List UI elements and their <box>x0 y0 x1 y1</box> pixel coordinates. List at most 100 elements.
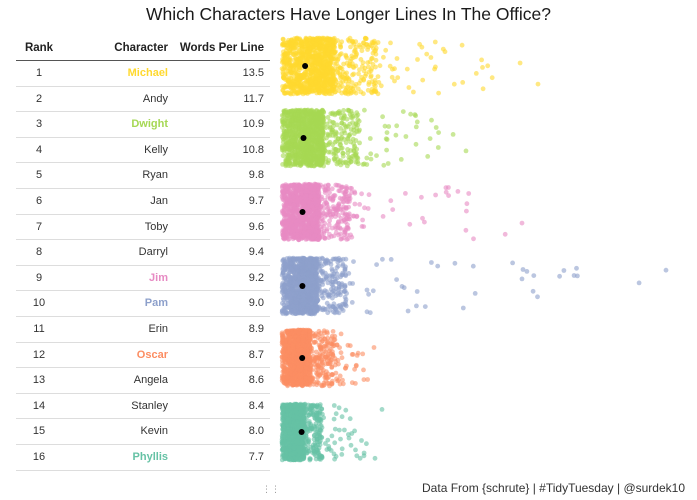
rank-cell: 15 <box>32 425 46 438</box>
data-point <box>314 131 320 137</box>
data-point <box>380 214 386 219</box>
data-point <box>636 280 642 286</box>
data-point <box>343 303 349 309</box>
data-point <box>325 132 331 138</box>
data-point <box>319 270 325 275</box>
data-point <box>339 185 345 191</box>
data-point <box>294 90 300 95</box>
table-row: 11 Erin 8.9 <box>16 317 270 343</box>
data-point <box>307 46 313 51</box>
data-point <box>347 281 353 286</box>
data-point <box>298 298 304 304</box>
data-point <box>436 90 441 96</box>
data-point <box>303 40 309 46</box>
character-cell: Dwight <box>131 118 168 131</box>
data-point <box>414 289 420 294</box>
character-cell: Toby <box>144 220 168 233</box>
data-point <box>464 208 469 214</box>
data-point <box>361 224 367 230</box>
data-point <box>368 156 374 162</box>
data-point <box>349 190 354 196</box>
data-point <box>302 265 308 270</box>
data-point <box>524 269 530 274</box>
data-point <box>319 160 325 165</box>
data-point <box>327 60 333 66</box>
data-point <box>339 236 344 242</box>
data-point <box>336 263 341 269</box>
data-point <box>324 43 329 49</box>
data-point <box>285 267 291 273</box>
data-point <box>308 185 314 191</box>
data-point <box>309 73 314 78</box>
data-point <box>459 42 465 48</box>
data-point <box>463 148 469 154</box>
data-point <box>344 75 350 80</box>
data-point <box>435 263 441 269</box>
data-point <box>367 136 373 141</box>
data-point <box>283 109 288 115</box>
data-point <box>309 84 315 89</box>
data-point <box>285 45 291 51</box>
data-point <box>384 130 390 135</box>
data-point <box>344 212 350 218</box>
data-point <box>337 65 343 71</box>
words-cell: 10.9 <box>242 118 264 131</box>
data-point <box>353 44 359 50</box>
data-point <box>337 159 343 165</box>
data-point <box>361 77 367 83</box>
data-point <box>305 49 311 55</box>
data-point <box>293 160 298 166</box>
data-point <box>313 117 319 122</box>
data-point <box>531 273 537 278</box>
table-row: 3 Dwight 10.9 <box>16 112 270 138</box>
data-point <box>330 211 336 217</box>
table-row: 6 Jan 9.7 <box>16 189 270 215</box>
data-point <box>389 74 395 80</box>
data-point <box>345 37 351 43</box>
data-point <box>319 146 324 152</box>
data-point <box>353 52 359 58</box>
data-point <box>288 145 294 151</box>
data-point <box>289 214 295 220</box>
table-body: 1 Michael 13.5 2 Andy 11.7 3 Dwight 10.9 4 Kelly 10… <box>16 61 270 471</box>
data-point <box>353 39 359 44</box>
data-point <box>344 291 349 296</box>
data-point <box>292 69 297 75</box>
data-point <box>357 67 362 72</box>
words-cell: 8.0 <box>248 425 264 438</box>
table-row: 13 Angela 8.6 <box>16 368 270 394</box>
data-point <box>316 84 322 90</box>
data-point <box>383 47 389 53</box>
data-point <box>321 228 327 234</box>
data-point <box>312 41 318 47</box>
data-point <box>327 125 333 131</box>
data-point <box>335 56 341 62</box>
words-cell: 9.7 <box>248 194 264 207</box>
data-point <box>304 107 310 113</box>
data-point <box>433 125 439 130</box>
data-point <box>282 118 288 123</box>
data-point <box>364 309 370 315</box>
data-point <box>314 211 320 216</box>
words-cell: 13.5 <box>242 67 264 79</box>
data-point <box>300 91 306 97</box>
data-point <box>325 258 331 264</box>
words-cell: 10.8 <box>242 143 264 156</box>
character-cell: Oscar <box>136 348 168 361</box>
data-point <box>331 151 337 157</box>
data-point <box>330 133 335 138</box>
data-point <box>321 76 327 82</box>
data-point <box>310 65 316 71</box>
mean-marker <box>300 135 307 141</box>
data-point <box>338 75 343 81</box>
data-point <box>360 217 365 223</box>
data-point <box>427 136 433 141</box>
data-point <box>340 69 346 75</box>
data-point <box>348 127 354 132</box>
data-point <box>288 50 293 56</box>
data-point <box>400 109 406 114</box>
data-point <box>290 255 296 261</box>
data-point <box>305 91 310 96</box>
data-point <box>321 211 326 217</box>
data-point <box>304 183 309 189</box>
